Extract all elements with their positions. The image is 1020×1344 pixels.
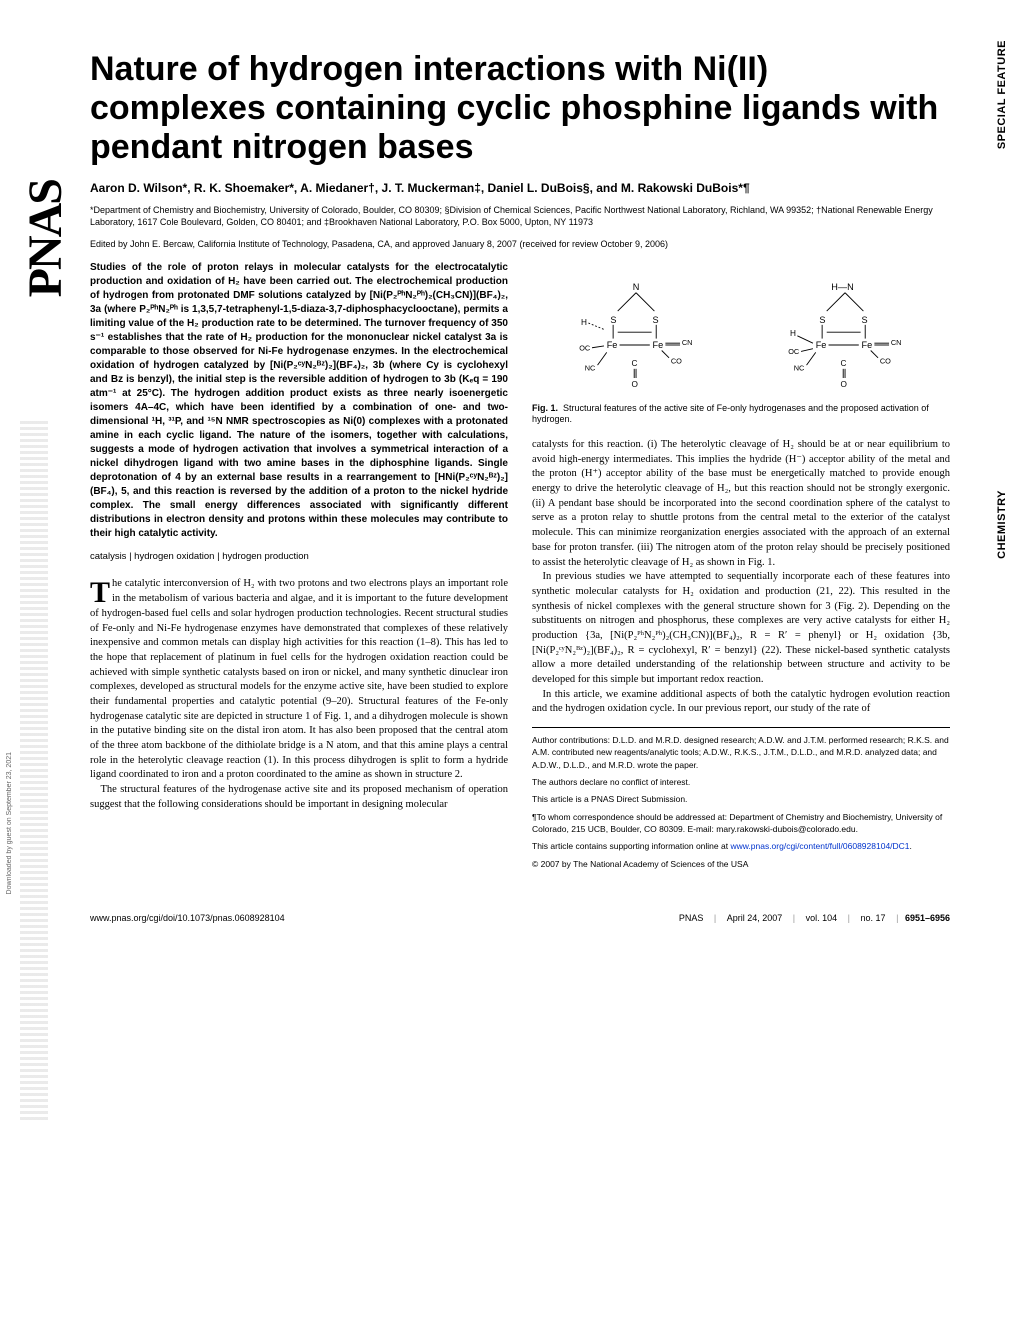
correspondence: ¶To whom correspondence should be addres… (532, 811, 950, 836)
svg-text:Fe: Fe (862, 339, 873, 349)
intro-text: The catalytic interconversion of H₂ with… (90, 577, 508, 812)
body2-p2: In previous studies we have attempted to… (532, 570, 950, 688)
svg-text:OC: OC (789, 347, 801, 356)
svg-text:H—N: H—N (832, 282, 854, 292)
fig1-label: Fig. 1. (532, 403, 558, 413)
figure-1: N H S S Fe Fe OC NC CN CO (532, 269, 950, 399)
conflict: The authors declare no conflict of inter… (532, 776, 950, 788)
contributions: Author contributions: D.L.D. and M.R.D. … (532, 734, 950, 771)
svg-text:S: S (862, 315, 868, 325)
edited-by: Edited by John E. Bercaw, California Ins… (90, 239, 950, 249)
submission-type: This article is a PNAS Direct Submission… (532, 793, 950, 805)
svg-text:O: O (841, 380, 848, 389)
svg-text:Fe: Fe (607, 339, 618, 349)
structure-1: N H S S Fe Fe OC NC CN CO (542, 279, 730, 389)
page-footer: www.pnas.org/cgi/doi/10.1073/pnas.060892… (0, 905, 1020, 935)
authors: Aaron D. Wilson*, R. K. Shoemaker*, A. M… (90, 181, 950, 195)
svg-text:NC: NC (585, 363, 596, 372)
svg-text:OC: OC (580, 343, 592, 352)
svg-text:S: S (820, 315, 826, 325)
article-title: Nature of hydrogen interactions with Ni(… (90, 50, 950, 167)
svg-text:CN: CN (891, 338, 902, 347)
supporting-link[interactable]: www.pnas.org/cgi/content/full/0608928104… (730, 841, 909, 851)
svg-text:Fe: Fe (653, 339, 664, 349)
supporting-info: This article contains supporting informa… (532, 840, 950, 852)
article-page: Nature of hydrogen interactions with Ni(… (0, 0, 1020, 905)
structure-2: H—N S S H Fe Fe OC NC CN CO (751, 279, 939, 389)
svg-text:S: S (611, 315, 617, 325)
svg-text:Fe: Fe (816, 339, 827, 349)
author-notes: Author contributions: D.L.D. and M.R.D. … (532, 727, 950, 870)
body2-p3: In this article, we examine additional a… (532, 688, 950, 717)
svg-text:CO: CO (880, 356, 891, 365)
figure-1-caption: Fig. 1. Structural features of the activ… (532, 403, 950, 426)
abstract: Studies of the role of proton relays in … (90, 261, 508, 541)
citation: PNAS | April 24, 2007 | vol. 104 | no. 1… (675, 913, 950, 923)
svg-text:S: S (653, 315, 659, 325)
svg-text:C: C (841, 359, 847, 368)
svg-text:C: C (632, 359, 638, 368)
affiliations: *Department of Chemistry and Biochemistr… (90, 205, 950, 228)
svg-text:NC: NC (794, 363, 805, 372)
svg-text:N: N (633, 282, 640, 292)
keywords: catalysis | hydrogen oxidation | hydroge… (90, 551, 508, 564)
dropcap: T (90, 577, 112, 606)
intro-p2: The structural features of the hydrogena… (90, 783, 508, 812)
body-col2: catalysts for this reaction. (i) The het… (532, 438, 950, 717)
svg-text:CO: CO (671, 356, 682, 365)
intro-p1: he catalytic interconversion of H₂ with … (90, 578, 508, 780)
fig1-text: Structural features of the active site o… (532, 403, 929, 425)
svg-text:H: H (791, 328, 797, 337)
svg-text:O: O (632, 380, 639, 389)
body2-p1: catalysts for this reaction. (i) The het… (532, 438, 950, 570)
doi: www.pnas.org/cgi/doi/10.1073/pnas.060892… (90, 913, 285, 923)
svg-text:CN: CN (682, 338, 693, 347)
copyright: © 2007 by The National Academy of Scienc… (532, 858, 950, 870)
svg-text:H: H (582, 317, 588, 326)
article-body: Studies of the role of proton relays in … (90, 261, 950, 875)
